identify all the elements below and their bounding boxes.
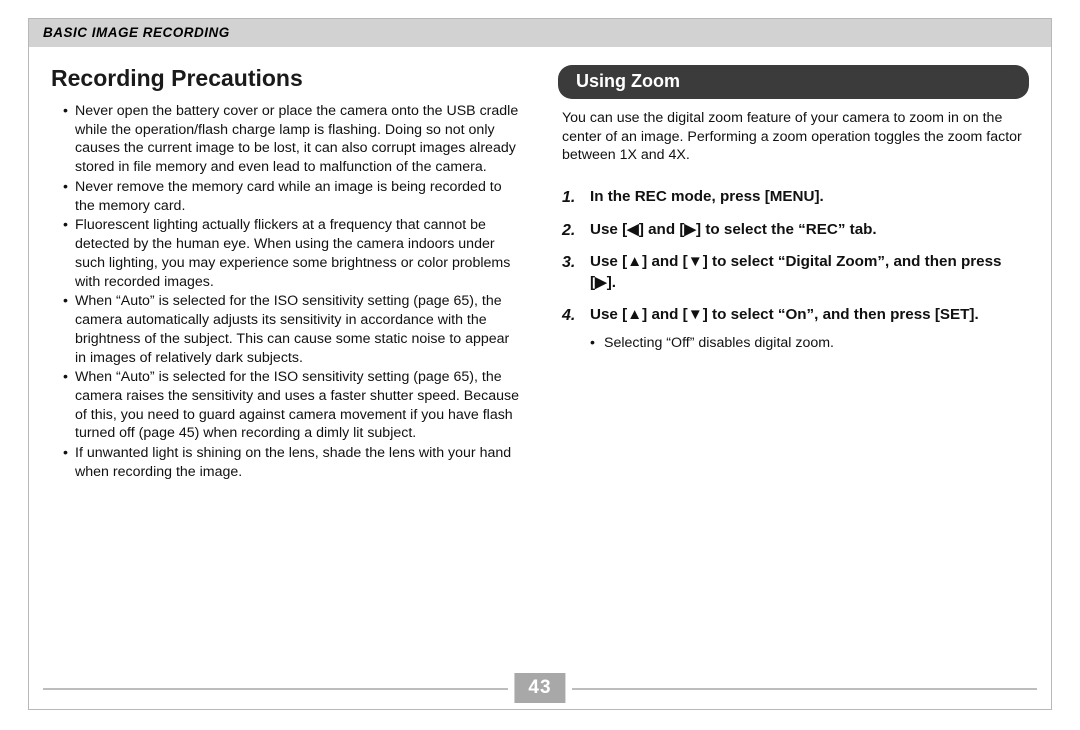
step-text: Use [▲] and [▼] to select “Digital Zoom”… [590,253,1002,291]
section-header-title: BASIC IMAGE RECORDING [43,25,230,40]
list-item: When “Auto” is selected for the ISO sens… [63,368,522,443]
step-item: 4. Use [▲] and [▼] to select “On”, and t… [562,305,1029,352]
list-item: Never remove the memory card while an im… [63,178,522,215]
step-text: Use [▲] and [▼] to select “On”, and then… [590,306,979,323]
list-item: Fluorescent lighting actually flickers a… [63,216,522,291]
step-item: 1. In the REC mode, press [MENU]. [562,187,1029,208]
step-item: 3. Use [▲] and [▼] to select “Digital Zo… [562,252,1029,293]
list-item: Never open the battery cover or place th… [63,102,522,177]
precautions-list: Never open the battery cover or place th… [51,102,522,482]
step-item: 2. Use [◀] and [▶] to select the “REC” t… [562,220,1029,241]
step-number: 1. [562,187,575,209]
list-item: If unwanted light is shining on the lens… [63,444,522,481]
section-header-bar: BASIC IMAGE RECORDING [29,19,1051,47]
footer-rule-right [572,688,1037,690]
precautions-heading: Recording Precautions [51,65,522,92]
page-frame: BASIC IMAGE RECORDING Recording Precauti… [28,18,1052,710]
using-zoom-intro: You can use the digital zoom feature of … [558,109,1029,165]
footer-rule-left [43,688,508,690]
zoom-steps: 1. In the REC mode, press [MENU]. 2. Use… [558,187,1029,352]
page-number-badge: 43 [514,673,565,703]
right-column: Using Zoom You can use the digital zoom … [558,65,1029,483]
step-text: In the REC mode, press [MENU]. [590,188,824,205]
step-number: 4. [562,305,575,327]
page-footer: 43 [29,669,1051,709]
step-number: 3. [562,252,575,274]
page-content: Recording Precautions Never open the bat… [29,47,1051,483]
list-item: When “Auto” is selected for the ISO sens… [63,292,522,367]
step-number: 2. [562,220,575,242]
left-column: Recording Precautions Never open the bat… [51,65,522,483]
step-sublist: Selecting “Off” disables digital zoom. [590,334,1029,353]
using-zoom-heading: Using Zoom [558,65,1029,99]
list-item: Selecting “Off” disables digital zoom. [590,334,1029,353]
step-text: Use [◀] and [▶] to select the “REC” tab. [590,221,877,238]
